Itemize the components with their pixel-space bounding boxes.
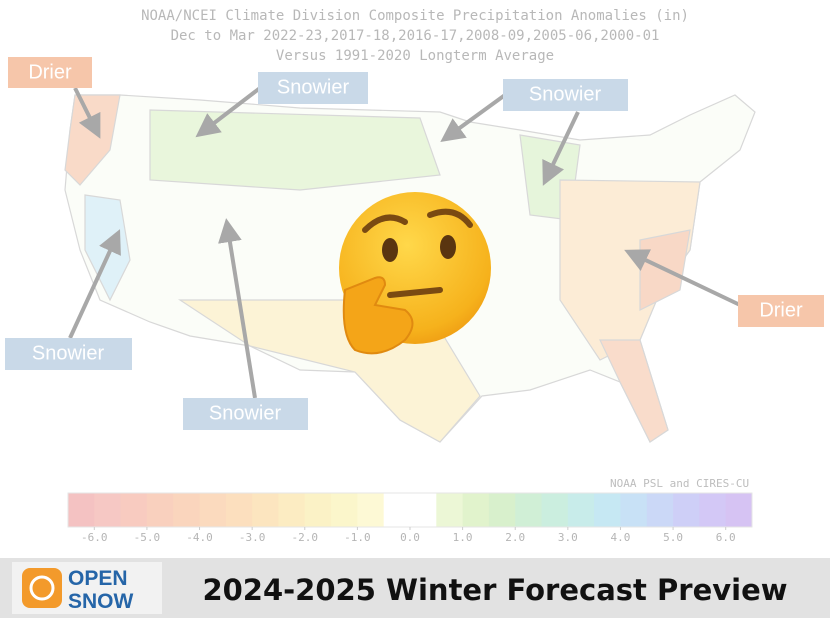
thinking-face xyxy=(339,192,491,355)
tick-label: -2.0 xyxy=(292,531,319,544)
tick-label: -3.0 xyxy=(239,531,266,544)
arrow xyxy=(624,249,741,307)
tick-label: 6.0 xyxy=(716,531,736,544)
logo-text: SNOW xyxy=(68,590,134,613)
tick-label: -6.0 xyxy=(81,531,108,544)
tick-label: 1.0 xyxy=(453,531,473,544)
arrow xyxy=(68,229,121,339)
tick-label: 3.0 xyxy=(558,531,578,544)
callout-label: Snowier xyxy=(32,342,105,364)
tick-label: -4.0 xyxy=(186,531,213,544)
logo-text: OPEN xyxy=(68,567,128,590)
callout-box xyxy=(8,57,92,88)
colorbar-swatch xyxy=(120,493,148,527)
callout-box xyxy=(5,338,132,370)
banner-title: 2024-2025 Winter Forecast Preview xyxy=(202,573,787,607)
callout-box xyxy=(503,79,628,111)
header-line: Versus 1991-2020 Longterm Average xyxy=(276,48,554,64)
header-line: Dec to Mar 2022-23,2017-18,2016-17,2008-… xyxy=(171,28,660,44)
callout-label: Snowier xyxy=(209,402,282,424)
callout-label: Snowier xyxy=(529,83,602,105)
colorbar-swatch xyxy=(225,493,253,527)
colorbar-swatch xyxy=(278,493,306,527)
arrow xyxy=(218,218,257,399)
colorbar-swatch xyxy=(541,493,569,527)
colorbar-swatch xyxy=(94,493,122,527)
colorbar-swatch xyxy=(594,493,621,527)
colorbar-swatch xyxy=(304,493,332,527)
colorbar-swatch xyxy=(252,493,279,527)
colorbar-swatch xyxy=(488,493,516,527)
colorbar-swatch xyxy=(699,493,727,527)
colorbar-swatch xyxy=(646,493,674,527)
colorbar-swatch xyxy=(436,493,464,527)
colorbar-swatch xyxy=(462,493,490,527)
arrow xyxy=(542,111,580,186)
tick-label: -5.0 xyxy=(134,531,161,544)
logo-icon xyxy=(22,568,62,608)
colorbar-swatch xyxy=(173,493,201,527)
colorbar-swatch xyxy=(515,493,543,527)
tick-label: 0.0 xyxy=(400,531,420,544)
header-line: NOAA/NCEI Climate Division Composite Pre… xyxy=(141,8,689,24)
colorbar: -6.0 -5.0 -4.0 -3.0 -2.0 -1.0 0.0 1.0 2.0 3.0 4.0 5… xyxy=(67,492,753,544)
callout-box xyxy=(183,398,308,430)
tick-label: 4.0 xyxy=(611,531,631,544)
colorbar-swatch xyxy=(725,493,753,527)
colorbar-swatch xyxy=(567,493,595,527)
arrow xyxy=(195,86,262,138)
tick-label: 5.0 xyxy=(663,531,683,544)
colorbar-swatch xyxy=(331,493,358,527)
colorbar-swatch xyxy=(620,493,648,527)
callout-label: Drier xyxy=(759,299,803,321)
tick-label: -1.0 xyxy=(344,531,371,544)
tick-label: 2.0 xyxy=(505,531,525,544)
credit: NOAA PSL and CIRES-CU xyxy=(610,477,749,490)
callouts: Drier Snowier Snowier Drier Snowier Snow… xyxy=(5,57,824,430)
colorbar-swatch xyxy=(410,493,437,527)
colorbar-swatch xyxy=(199,493,227,527)
arrow xyxy=(73,87,101,139)
colorbar-swatch xyxy=(383,493,411,527)
callout-box xyxy=(258,72,368,104)
colorbar-swatch xyxy=(146,493,174,527)
colorbar-swatch xyxy=(357,493,385,527)
colorbar-swatch xyxy=(68,493,95,527)
arrow xyxy=(440,93,507,143)
colorbar-swatch xyxy=(673,493,700,527)
callout-label: Snowier xyxy=(277,76,350,98)
callout-label: Drier xyxy=(28,61,72,83)
callout-box xyxy=(738,295,824,327)
logo-mark xyxy=(29,575,55,601)
